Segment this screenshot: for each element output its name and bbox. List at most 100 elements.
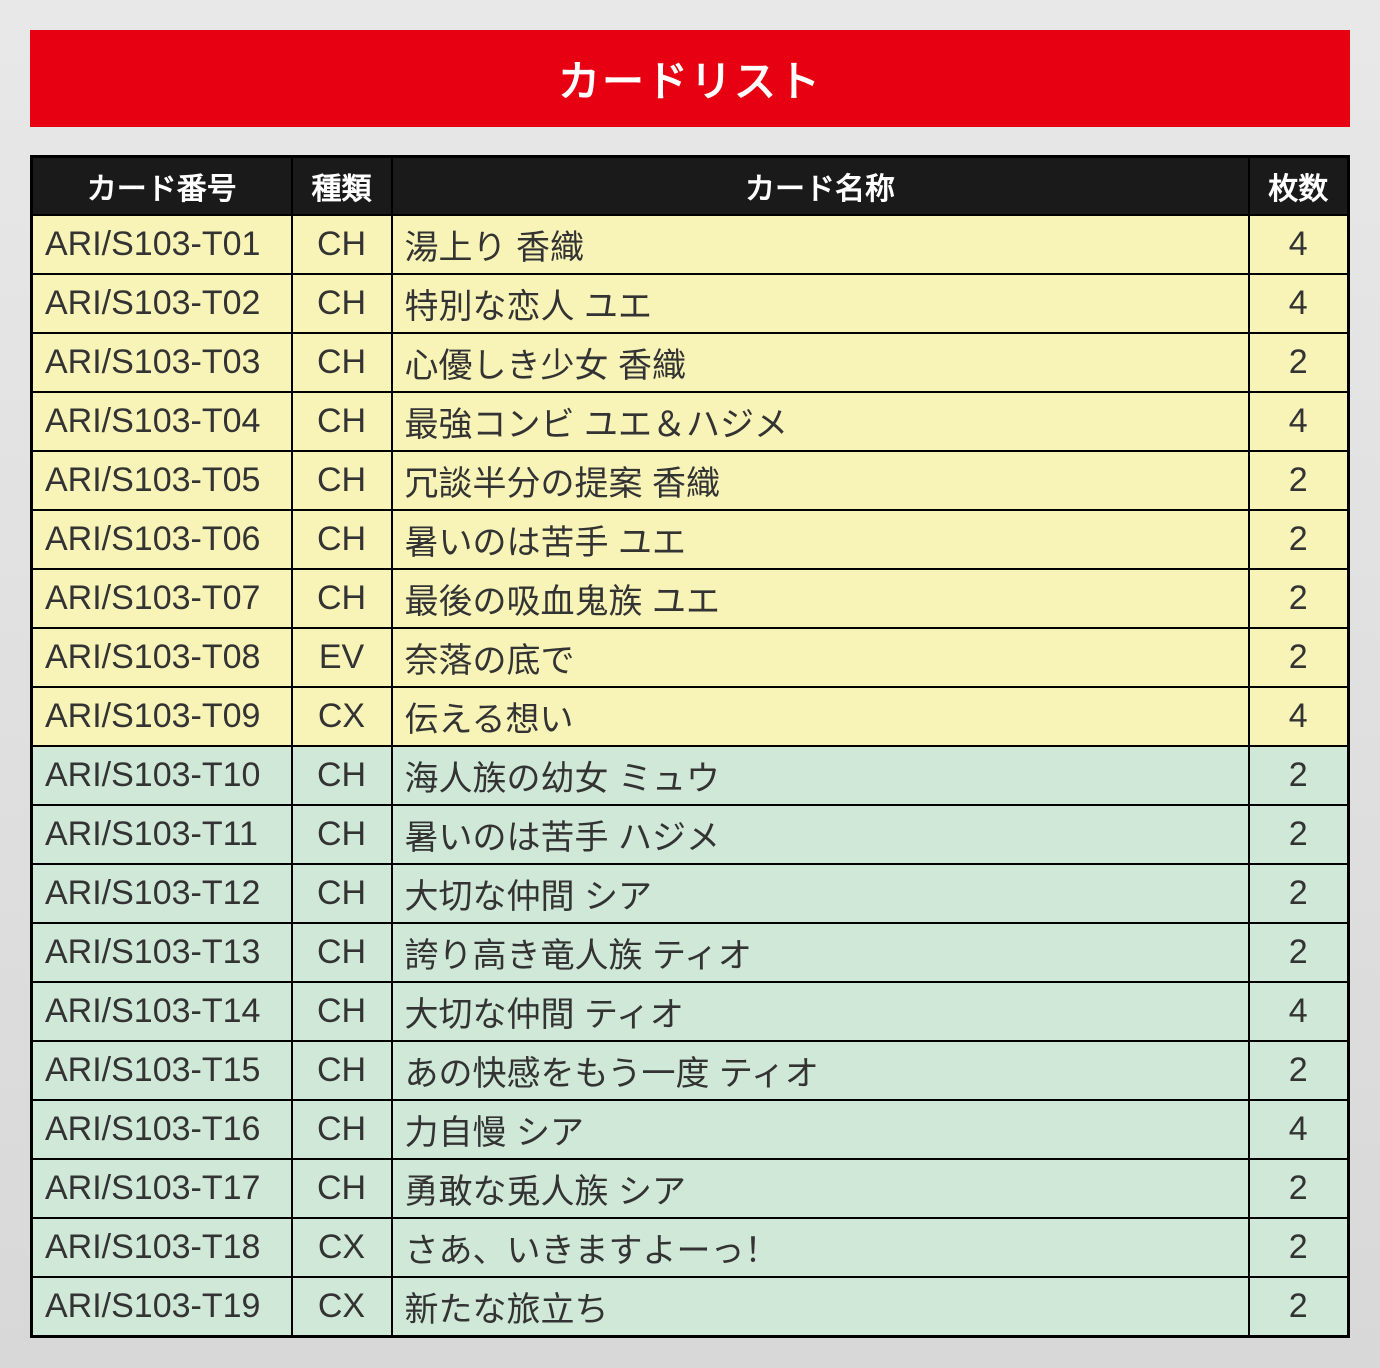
table-row: ARI/S103-T14CH大切な仲間 ティオ4 (32, 982, 1349, 1041)
cell-card-name: 大切な仲間 ティオ (392, 982, 1249, 1041)
cell-card-type: CH (292, 274, 392, 333)
header-card-number: カード番号 (32, 157, 292, 216)
table-row: ARI/S103-T07CH最後の吸血鬼族 ユエ2 (32, 569, 1349, 628)
cell-card-type: CH (292, 392, 392, 451)
cell-card-type: CH (292, 1159, 392, 1218)
cell-card-type: CH (292, 451, 392, 510)
table-row: ARI/S103-T12CH大切な仲間 シア2 (32, 864, 1349, 923)
cell-card-count: 4 (1249, 1100, 1349, 1159)
cell-card-type: CH (292, 569, 392, 628)
cell-card-number: ARI/S103-T11 (32, 805, 292, 864)
cell-card-count: 2 (1249, 923, 1349, 982)
cell-card-number: ARI/S103-T07 (32, 569, 292, 628)
cell-card-type: CH (292, 746, 392, 805)
table-row: ARI/S103-T18CXさあ、いきますよーっ！2 (32, 1218, 1349, 1277)
table-row: ARI/S103-T11CH暑いのは苦手 ハジメ2 (32, 805, 1349, 864)
cell-card-name: 勇敢な兎人族 シア (392, 1159, 1249, 1218)
cell-card-type: CH (292, 864, 392, 923)
cell-card-number: ARI/S103-T14 (32, 982, 292, 1041)
cell-card-type: CH (292, 510, 392, 569)
header-card-type: 種類 (292, 157, 392, 216)
cell-card-type: CX (292, 1277, 392, 1337)
card-list-table: カード番号 種類 カード名称 枚数 ARI/S103-T01CH湯上り 香織4A… (30, 155, 1350, 1338)
cell-card-name: 伝える想い (392, 687, 1249, 746)
cell-card-name: あの快感をもう一度 ティオ (392, 1041, 1249, 1100)
cell-card-count: 2 (1249, 569, 1349, 628)
table-row: ARI/S103-T03CH心優しき少女 香織2 (32, 333, 1349, 392)
cell-card-count: 2 (1249, 1159, 1349, 1218)
cell-card-count: 2 (1249, 510, 1349, 569)
cell-card-number: ARI/S103-T13 (32, 923, 292, 982)
cell-card-number: ARI/S103-T16 (32, 1100, 292, 1159)
cell-card-type: CX (292, 687, 392, 746)
cell-card-type: CX (292, 1218, 392, 1277)
cell-card-name: 最強コンビ ユエ＆ハジメ (392, 392, 1249, 451)
cell-card-name: 誇り高き竜人族 ティオ (392, 923, 1249, 982)
table-row: ARI/S103-T15CHあの快感をもう一度 ティオ2 (32, 1041, 1349, 1100)
header-card-count: 枚数 (1249, 157, 1349, 216)
cell-card-count: 4 (1249, 982, 1349, 1041)
cell-card-number: ARI/S103-T17 (32, 1159, 292, 1218)
cell-card-type: CH (292, 1100, 392, 1159)
cell-card-type: CH (292, 805, 392, 864)
cell-card-name: 奈落の底で (392, 628, 1249, 687)
cell-card-name: 大切な仲間 シア (392, 864, 1249, 923)
cell-card-number: ARI/S103-T19 (32, 1277, 292, 1337)
cell-card-number: ARI/S103-T12 (32, 864, 292, 923)
table-row: ARI/S103-T01CH湯上り 香織4 (32, 215, 1349, 274)
cell-card-count: 4 (1249, 687, 1349, 746)
cell-card-count: 2 (1249, 1277, 1349, 1337)
table-row: ARI/S103-T06CH暑いのは苦手 ユエ2 (32, 510, 1349, 569)
table-row: ARI/S103-T02CH特別な恋人 ユエ4 (32, 274, 1349, 333)
cell-card-name: 暑いのは苦手 ハジメ (392, 805, 1249, 864)
cell-card-name: 湯上り 香織 (392, 215, 1249, 274)
table-row: ARI/S103-T09CX伝える想い4 (32, 687, 1349, 746)
cell-card-number: ARI/S103-T06 (32, 510, 292, 569)
cell-card-number: ARI/S103-T08 (32, 628, 292, 687)
table-row: ARI/S103-T04CH最強コンビ ユエ＆ハジメ4 (32, 392, 1349, 451)
cell-card-name: 心優しき少女 香織 (392, 333, 1249, 392)
cell-card-count: 2 (1249, 451, 1349, 510)
cell-card-type: CH (292, 982, 392, 1041)
cell-card-number: ARI/S103-T18 (32, 1218, 292, 1277)
table-row: ARI/S103-T17CH勇敢な兎人族 シア2 (32, 1159, 1349, 1218)
cell-card-name: さあ、いきますよーっ！ (392, 1218, 1249, 1277)
cell-card-count: 4 (1249, 392, 1349, 451)
cell-card-number: ARI/S103-T15 (32, 1041, 292, 1100)
cell-card-type: CH (292, 1041, 392, 1100)
cell-card-number: ARI/S103-T10 (32, 746, 292, 805)
cell-card-number: ARI/S103-T09 (32, 687, 292, 746)
cell-card-type: CH (292, 333, 392, 392)
table-row: ARI/S103-T10CH海人族の幼女 ミュウ2 (32, 746, 1349, 805)
cell-card-number: ARI/S103-T04 (32, 392, 292, 451)
cell-card-name: 海人族の幼女 ミュウ (392, 746, 1249, 805)
page-title: カードリスト (30, 30, 1350, 127)
table-row: ARI/S103-T08EV奈落の底で2 (32, 628, 1349, 687)
cell-card-count: 4 (1249, 274, 1349, 333)
cell-card-name: 最後の吸血鬼族 ユエ (392, 569, 1249, 628)
cell-card-count: 2 (1249, 805, 1349, 864)
table-row: ARI/S103-T13CH誇り高き竜人族 ティオ2 (32, 923, 1349, 982)
cell-card-count: 4 (1249, 215, 1349, 274)
cell-card-number: ARI/S103-T01 (32, 215, 292, 274)
cell-card-number: ARI/S103-T05 (32, 451, 292, 510)
cell-card-count: 2 (1249, 864, 1349, 923)
cell-card-number: ARI/S103-T02 (32, 274, 292, 333)
header-card-name: カード名称 (392, 157, 1249, 216)
cell-card-count: 2 (1249, 1041, 1349, 1100)
cell-card-count: 2 (1249, 333, 1349, 392)
cell-card-count: 2 (1249, 628, 1349, 687)
table-header: カード番号 種類 カード名称 枚数 (32, 157, 1349, 216)
table-row: ARI/S103-T05CH冗談半分の提案 香織2 (32, 451, 1349, 510)
cell-card-name: 力自慢 シア (392, 1100, 1249, 1159)
cell-card-count: 2 (1249, 746, 1349, 805)
cell-card-name: 暑いのは苦手 ユエ (392, 510, 1249, 569)
table-body: ARI/S103-T01CH湯上り 香織4ARI/S103-T02CH特別な恋人… (32, 215, 1349, 1337)
cell-card-number: ARI/S103-T03 (32, 333, 292, 392)
cell-card-type: CH (292, 923, 392, 982)
cell-card-count: 2 (1249, 1218, 1349, 1277)
cell-card-name: 特別な恋人 ユエ (392, 274, 1249, 333)
cell-card-type: CH (292, 215, 392, 274)
table-row: ARI/S103-T16CH力自慢 シア4 (32, 1100, 1349, 1159)
cell-card-name: 冗談半分の提案 香織 (392, 451, 1249, 510)
